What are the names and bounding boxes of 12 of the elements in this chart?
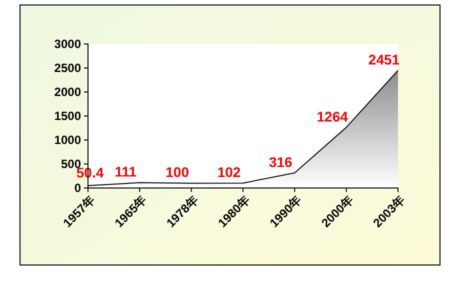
data-label: 102 bbox=[217, 164, 241, 180]
y-tick-label: 3000 bbox=[54, 36, 82, 51]
y-tick-label: 1500 bbox=[54, 108, 82, 123]
y-tick-label: 2000 bbox=[54, 84, 82, 99]
y-tick-label: 0 bbox=[74, 180, 82, 195]
data-label: 111 bbox=[114, 164, 137, 180]
data-label: 2451 bbox=[368, 51, 400, 68]
data-label: 100 bbox=[166, 164, 190, 180]
y-tick-label: 2500 bbox=[54, 60, 82, 75]
data-label: 1264 bbox=[316, 108, 348, 124]
y-tick-label: 1000 bbox=[54, 132, 82, 147]
data-label: 316 bbox=[268, 154, 293, 170]
